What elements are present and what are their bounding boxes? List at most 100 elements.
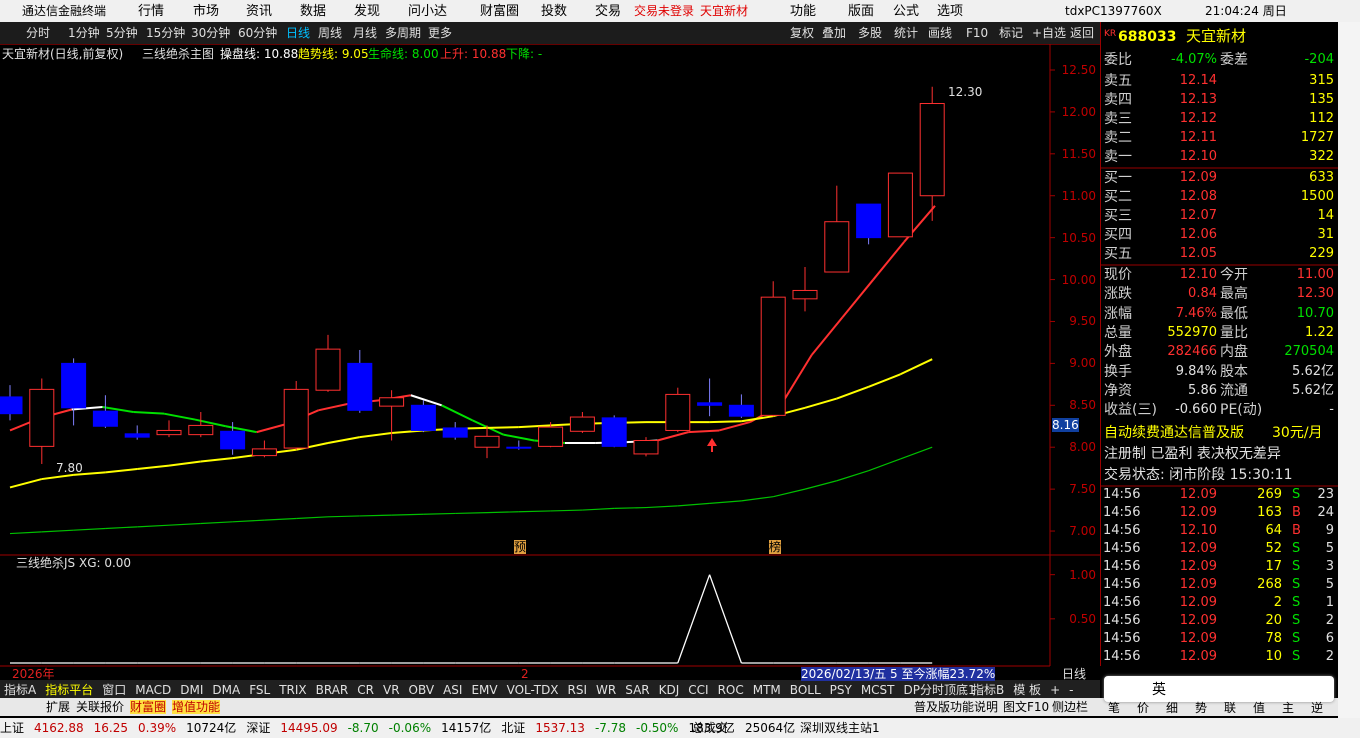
indicator-tab[interactable]: TRIX — [279, 683, 307, 697]
y-tick-label: 9.00 — [1069, 356, 1096, 371]
period-tab[interactable]: 多周期 — [385, 26, 422, 40]
bottom-tab[interactable]: 增值功能 — [172, 700, 221, 714]
indicator-tab[interactable]: DMA — [212, 683, 241, 697]
indicator-line — [677, 502, 710, 507]
menu-item[interactable]: 版面 — [848, 4, 875, 19]
tool-button[interactable]: 叠加 — [822, 26, 847, 40]
indicator-tab[interactable]: 指标平台 — [45, 683, 94, 697]
level: 买三 — [1104, 208, 1132, 224]
indicator-tab[interactable]: DMI — [180, 683, 204, 697]
quote-tab[interactable]: 笔 — [1108, 701, 1121, 715]
menu-item[interactable]: 市场 — [193, 4, 220, 19]
menu-item[interactable]: 资讯 — [246, 4, 273, 19]
indicator-tab[interactable]: BOLL — [789, 683, 821, 697]
period-tab[interactable]: 分时 — [26, 26, 51, 40]
indicator-tab[interactable]: MCST — [860, 683, 895, 697]
trade-side: B — [1292, 505, 1301, 520]
indicator-tab[interactable]: 指标A — [4, 683, 37, 697]
quote-tab[interactable]: 细 — [1166, 701, 1179, 715]
indicator-tab[interactable]: PSY — [829, 683, 852, 697]
ime-mode: 英 — [1152, 682, 1166, 698]
period-tab[interactable]: 5分钟 — [106, 26, 138, 40]
tool-button[interactable]: 画线 — [928, 26, 953, 40]
indicator-tab[interactable]: + — [1050, 683, 1061, 697]
indicator-tab[interactable]: WR — [596, 683, 617, 697]
bottom-tab[interactable]: 财富圈 — [130, 700, 167, 714]
indicator-tab[interactable]: BRAR — [315, 683, 349, 697]
indicator-tab[interactable]: VR — [382, 683, 400, 697]
indicator-tab[interactable]: MTM — [752, 683, 781, 697]
bottom-link[interactable]: 侧边栏 — [1052, 700, 1089, 714]
indicator-tab[interactable]: 窗口 — [102, 683, 127, 697]
bottom-tab[interactable]: 扩展 — [46, 700, 71, 714]
period-tab[interactable]: 日线 — [286, 26, 311, 40]
menu-item[interactable]: 发现 — [354, 4, 381, 19]
indicator-tab[interactable]: VOL-TDX — [506, 683, 559, 697]
trade-time: 14:56 — [1103, 523, 1141, 538]
alert[interactable]: 天宜新材 — [700, 4, 749, 18]
period-tab[interactable]: 1分钟 — [68, 26, 100, 40]
trade-price: 12.09 — [1179, 541, 1217, 556]
indicator-tab[interactable]: CR — [357, 683, 374, 697]
indicator-tab[interactable]: ROC — [717, 683, 744, 697]
tool-button[interactable]: F10 — [966, 26, 989, 40]
indicator-tab[interactable]: FSL — [249, 683, 271, 697]
alert[interactable]: 交易未登录 — [634, 4, 695, 18]
period-tab[interactable]: 月线 — [353, 26, 378, 40]
quote-tab[interactable]: 主 — [1282, 701, 1295, 715]
tool-button[interactable]: 复权 — [790, 26, 815, 40]
indicator-tab[interactable]: 模 板 — [1013, 683, 1042, 697]
stock-name: 天宜新材 — [1186, 27, 1247, 45]
menu-item[interactable]: 选项 — [937, 4, 964, 19]
indicator-tab[interactable]: - — [1069, 683, 1074, 697]
quote-tabs — [1100, 698, 1338, 716]
period-tab[interactable]: 30分钟 — [191, 26, 231, 40]
quote-tab[interactable]: 价 — [1137, 701, 1150, 715]
tool-button[interactable]: 标记 — [999, 26, 1024, 40]
tool-button[interactable]: +自选 — [1032, 26, 1067, 40]
quote-tab[interactable]: 势 — [1195, 701, 1208, 715]
tool-button[interactable]: 多股 — [858, 26, 883, 40]
bottom-link[interactable]: 图文F10 — [1003, 700, 1050, 714]
candle-body — [887, 172, 913, 238]
menu-item[interactable]: 公式 — [893, 4, 920, 19]
tool-button[interactable]: 统计 — [894, 26, 919, 40]
quote-tab[interactable]: 联 — [1224, 701, 1237, 715]
y-tick-label: 8.50 — [1069, 398, 1096, 413]
trade-price: 12.10 — [1179, 523, 1217, 538]
field: 今开 — [1220, 267, 1248, 283]
value: 11.00 — [1296, 267, 1334, 282]
indicator-tab[interactable]: DP分时顶底1 — [903, 683, 976, 697]
indicator-line — [709, 420, 742, 424]
period-tab[interactable]: 60分钟 — [238, 26, 278, 40]
menu-item[interactable]: 行情 — [138, 4, 165, 19]
tool-button[interactable]: 返回 — [1070, 26, 1095, 40]
indicator-tab[interactable]: ASI — [443, 683, 463, 697]
indicator-tab[interactable]: MACD — [135, 683, 172, 697]
period-tab[interactable]: 更多 — [428, 26, 453, 40]
legend-item: 上升: 10.88 — [440, 47, 507, 61]
menu-item[interactable]: 投数 — [541, 4, 568, 19]
bottom-tab[interactable]: 关联报价 — [76, 700, 125, 714]
indicator-tab[interactable]: 指标B — [972, 683, 1005, 697]
menu-item[interactable]: 功能 — [790, 4, 817, 19]
menu-item[interactable]: 问小达 — [408, 4, 448, 19]
menu-item[interactable]: 财富圈 — [480, 4, 520, 19]
indicator-tab[interactable]: OBV — [408, 683, 435, 697]
indicator-line — [741, 415, 774, 423]
quote-tab[interactable]: 逆 — [1311, 701, 1324, 715]
period-tab[interactable]: 15分钟 — [146, 26, 186, 40]
indicator-tab[interactable]: KDJ — [658, 683, 680, 697]
indicator-tab[interactable]: EMV — [471, 683, 498, 697]
indicator-line — [137, 464, 170, 471]
indicator-tab[interactable]: CCI — [688, 683, 709, 697]
period-tab[interactable]: 周线 — [318, 26, 343, 40]
quote-tab[interactable]: 值 — [1253, 701, 1266, 715]
indicator-tab[interactable]: RSI — [567, 683, 588, 697]
menu-item[interactable]: 交易 — [595, 4, 622, 19]
indicator-line — [486, 426, 519, 429]
bottom-link[interactable]: 普及版功能说明 — [914, 700, 999, 714]
xg-line — [708, 574, 743, 664]
indicator-tab[interactable]: SAR — [625, 683, 650, 697]
menu-item[interactable]: 数据 — [300, 4, 327, 19]
